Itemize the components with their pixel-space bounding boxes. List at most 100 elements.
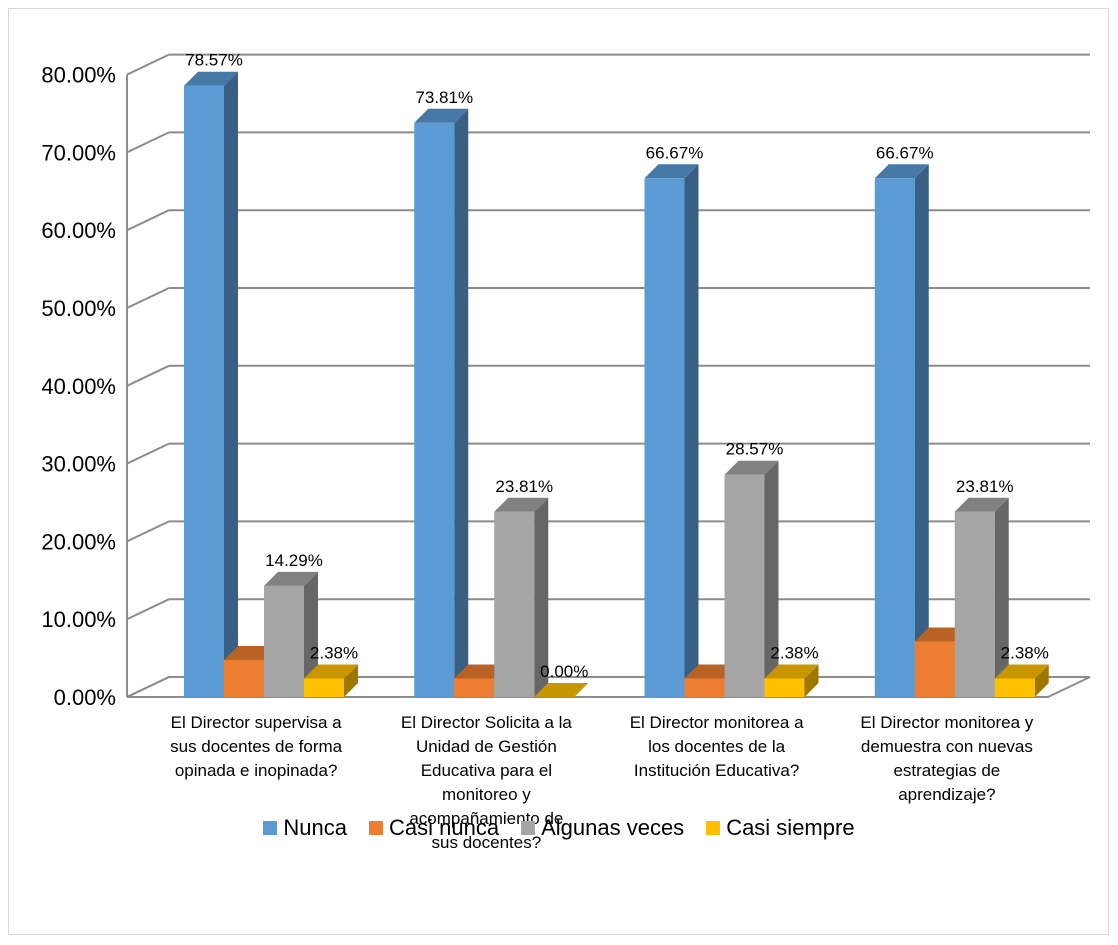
bar-front [454,678,495,697]
bar-side [454,108,469,698]
bar-top [724,460,779,475]
gridline-depth [126,53,170,76]
bar-algunas-veces [954,497,1009,697]
legend-label-nunca: Nunca [283,815,348,840]
bar-side [914,164,929,698]
bar-top [184,71,238,86]
x-category-label: opinada e inopinada? [175,761,338,780]
x-category-label: El Director monitorea a [630,713,804,732]
data-label: 2.38% [770,643,818,662]
bar-front [724,474,765,697]
y-tick-label: 30.00% [41,452,116,477]
legend-label-casi-siempre: Casi siempre [726,815,855,840]
y-tick-label: 60.00% [41,218,116,243]
bar-nunca [414,108,469,698]
data-label: 23.81% [956,477,1014,496]
y-tick-label: 0.00% [54,685,116,710]
bar-top [534,683,589,697]
gridline-depth [126,598,170,621]
y-tick-label: 70.00% [41,140,116,165]
gridline-depth [126,287,170,309]
bar-algunas-veces [724,460,779,697]
bar-casi-siempre [304,664,358,697]
bar-casi-siempre [764,664,819,697]
bar-front [264,585,304,697]
x-category-label: sus docentes de forma [170,737,343,756]
bar-side [224,71,238,697]
data-label: 0.00% [540,662,588,681]
y-tick-label: 10.00% [41,607,116,632]
bar-algunas-veces [494,497,549,697]
bar-nunca [644,164,699,698]
bar-top [494,497,549,512]
bar-front [224,659,264,697]
legend-swatch-casi-siempre [706,821,721,835]
bar-side [534,497,549,697]
bar-front [304,678,344,697]
data-label: 66.67% [646,143,704,162]
x-category-label: Institución Educativa? [634,761,799,780]
bar-front [954,511,995,697]
x-category-label: Unidad de Gestión [416,737,557,756]
data-label: 2.38% [1001,643,1049,662]
bar-nunca [874,164,929,698]
bar-front [874,178,915,698]
gridline-depth [126,442,170,465]
bar-front [644,178,685,698]
y-tick-label: 80.00% [41,63,116,88]
legend: Nunca Casi nunca Algunas veces Casi siem… [0,815,1118,841]
legend-swatch-algunas-veces [521,821,536,835]
x-category-label: Educativa para el [421,761,552,780]
bar-top [764,664,819,679]
gridline-depth [126,209,170,232]
bar-top [264,571,318,586]
bar-front [764,678,805,697]
bar-front [494,511,535,697]
bar-algunas-veces [264,571,318,697]
y-tick-label: 50.00% [41,296,116,321]
data-label: 78.57% [185,51,243,70]
legend-label-algunas-veces: Algunas veces [541,815,685,840]
bar-casi-siempre [994,664,1049,697]
bar-front [994,678,1035,697]
y-tick-label: 40.00% [41,374,116,399]
bar-top [304,664,358,679]
bar-top [644,164,699,179]
data-label: 23.81% [495,477,553,496]
legend-item-casi-siempre: Casi siempre [706,815,855,841]
bar-top [994,664,1049,679]
legend-swatch-casi-nunca [369,821,384,835]
data-label: 66.67% [876,143,934,162]
gridline-depth [126,131,170,154]
bar-side [684,164,699,698]
data-label: 14.29% [265,551,323,570]
data-label: 73.81% [415,88,473,107]
x-category-label: aprendizaje? [898,785,995,804]
gridline-depth [126,520,170,543]
bar-front [414,122,455,698]
x-category-label: monitoreo y [442,785,531,804]
bar-front [914,641,955,697]
bar-top [954,497,1009,512]
x-category-label: El Director monitorea y [860,713,1033,732]
bar-side [344,664,358,697]
x-category-label: El Director supervisa a [171,713,343,732]
bar-side [994,497,1009,697]
chart-border [8,8,1109,935]
y-tick-label: 20.00% [41,529,116,554]
bar-top [414,108,469,123]
legend-item-algunas-veces: Algunas veces [521,815,684,841]
x-category-label: demuestra con nuevas [861,737,1033,756]
gridline-depth [126,364,170,387]
bar-front [184,85,224,697]
data-label: 2.38% [310,643,358,662]
bar-casi-siempre [534,683,589,697]
bar-side [1034,664,1049,697]
bar-side [764,460,779,697]
legend-item-casi-nunca: Casi nunca [369,815,499,841]
data-label: 28.57% [726,440,784,459]
x-category-label: El Director Solicita a la [401,713,573,732]
legend-item-nunca: Nunca [263,815,347,841]
legend-swatch-nunca [263,821,278,835]
